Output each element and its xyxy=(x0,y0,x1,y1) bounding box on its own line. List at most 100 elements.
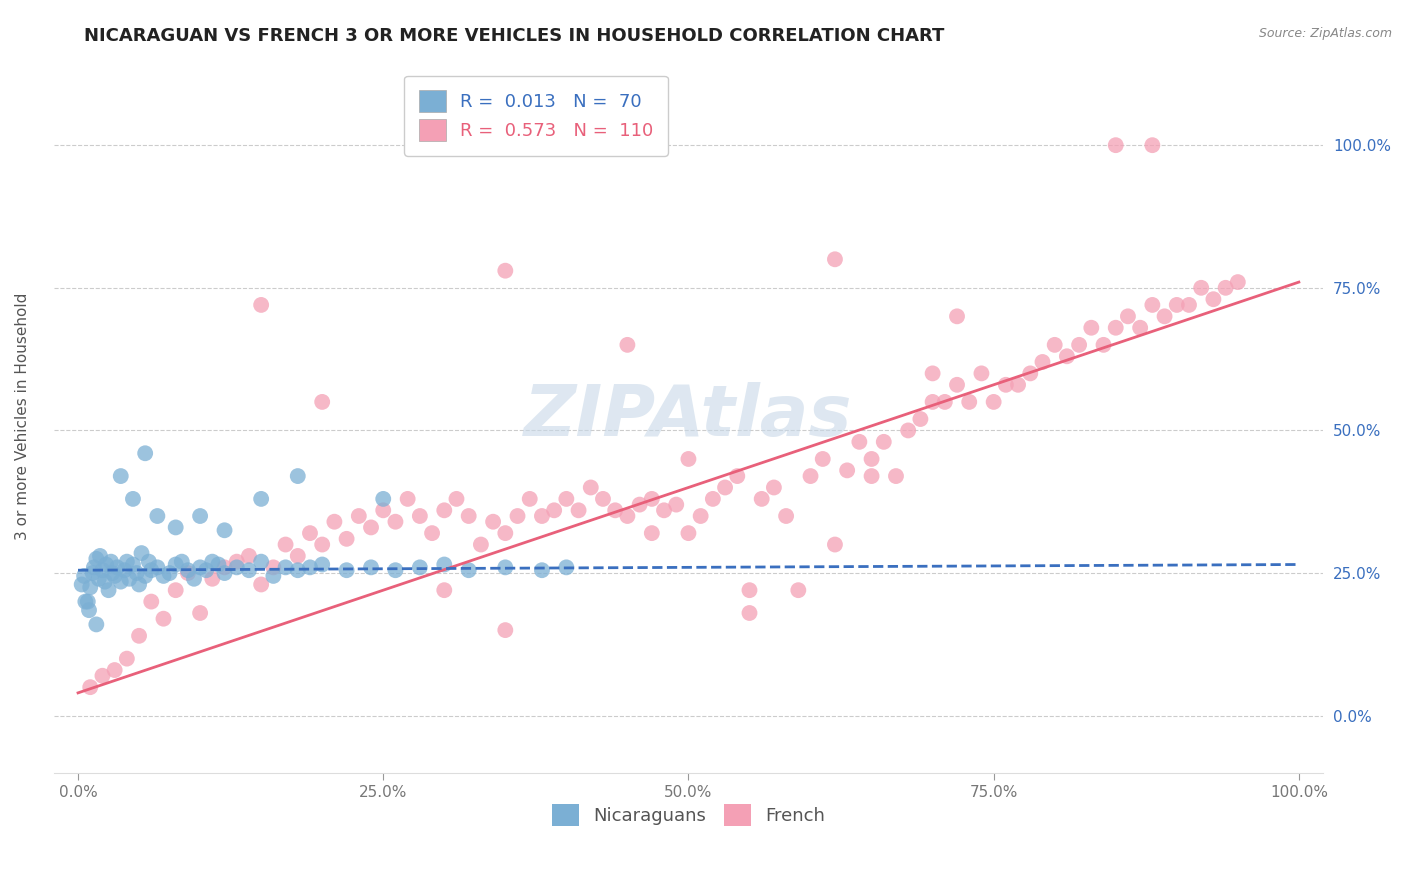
Point xyxy=(714,481,737,495)
Point xyxy=(1019,367,1042,381)
Point xyxy=(70,577,93,591)
Y-axis label: 3 or more Vehicles in Household: 3 or more Vehicles in Household xyxy=(15,293,30,540)
Point xyxy=(605,503,627,517)
Point xyxy=(1142,298,1164,312)
Point xyxy=(115,555,138,569)
Point xyxy=(128,629,150,643)
Point xyxy=(384,515,406,529)
Point xyxy=(860,452,883,467)
Point xyxy=(110,469,132,483)
Point xyxy=(568,503,591,517)
Point xyxy=(678,526,700,541)
Point xyxy=(207,558,229,572)
Point xyxy=(159,566,181,580)
Point xyxy=(787,583,810,598)
Point xyxy=(105,560,128,574)
Point xyxy=(262,569,284,583)
Point xyxy=(762,481,785,495)
Text: NICARAGUAN VS FRENCH 3 OR MORE VEHICLES IN HOUSEHOLD CORRELATION CHART: NICARAGUAN VS FRENCH 3 OR MORE VEHICLES … xyxy=(84,27,945,45)
Point xyxy=(1189,281,1212,295)
Point xyxy=(837,463,859,477)
Point xyxy=(530,563,553,577)
Point xyxy=(287,549,309,563)
Point xyxy=(118,572,141,586)
Point xyxy=(122,558,145,572)
Point xyxy=(104,569,127,583)
Point xyxy=(921,367,943,381)
Point xyxy=(250,491,273,506)
Point xyxy=(170,555,193,569)
Point xyxy=(225,560,247,574)
Point xyxy=(311,537,333,551)
Point xyxy=(1092,338,1115,352)
Point xyxy=(555,491,578,506)
Point xyxy=(725,469,748,483)
Point xyxy=(860,469,883,483)
Point xyxy=(1226,275,1249,289)
Point xyxy=(152,612,174,626)
Point xyxy=(409,560,432,574)
Point xyxy=(1142,138,1164,153)
Point xyxy=(131,546,153,560)
Point xyxy=(250,577,273,591)
Point xyxy=(494,623,516,637)
Point xyxy=(134,569,156,583)
Point xyxy=(409,508,432,523)
Point xyxy=(152,569,174,583)
Point xyxy=(921,395,943,409)
Point xyxy=(79,680,101,694)
Point xyxy=(134,446,156,460)
Point xyxy=(214,523,236,537)
Point xyxy=(1166,298,1188,312)
Point xyxy=(298,526,321,541)
Point xyxy=(336,532,359,546)
Point xyxy=(641,526,664,541)
Point xyxy=(101,566,124,580)
Point xyxy=(1129,320,1152,334)
Point xyxy=(1105,138,1128,153)
Point xyxy=(82,566,104,580)
Point xyxy=(188,560,211,574)
Text: Source: ZipAtlas.com: Source: ZipAtlas.com xyxy=(1258,27,1392,40)
Point xyxy=(970,367,993,381)
Point xyxy=(738,606,761,620)
Point xyxy=(482,515,505,529)
Point xyxy=(1116,310,1139,324)
Point xyxy=(188,508,211,523)
Point xyxy=(592,491,614,506)
Point xyxy=(799,469,821,483)
Point xyxy=(873,434,896,449)
Point xyxy=(1178,298,1201,312)
Point xyxy=(1043,338,1066,352)
Point xyxy=(287,563,309,577)
Point xyxy=(238,563,260,577)
Point xyxy=(738,583,761,598)
Point xyxy=(824,537,846,551)
Point xyxy=(91,669,114,683)
Point xyxy=(848,434,870,449)
Point xyxy=(983,395,1005,409)
Point xyxy=(433,503,456,517)
Point xyxy=(360,520,382,534)
Point xyxy=(384,563,406,577)
Point xyxy=(89,549,111,563)
Point xyxy=(76,594,98,608)
Point xyxy=(373,491,395,506)
Point xyxy=(250,555,273,569)
Point xyxy=(91,563,114,577)
Point xyxy=(73,569,96,583)
Point xyxy=(1069,338,1091,352)
Point xyxy=(579,481,602,495)
Point xyxy=(195,563,218,577)
Text: ZIPAtlas: ZIPAtlas xyxy=(524,382,852,450)
Point xyxy=(751,491,773,506)
Point xyxy=(457,508,479,523)
Point xyxy=(225,555,247,569)
Point xyxy=(188,606,211,620)
Point xyxy=(824,252,846,267)
Point xyxy=(238,549,260,563)
Point xyxy=(86,617,108,632)
Point xyxy=(201,572,224,586)
Point xyxy=(110,574,132,589)
Point xyxy=(87,572,110,586)
